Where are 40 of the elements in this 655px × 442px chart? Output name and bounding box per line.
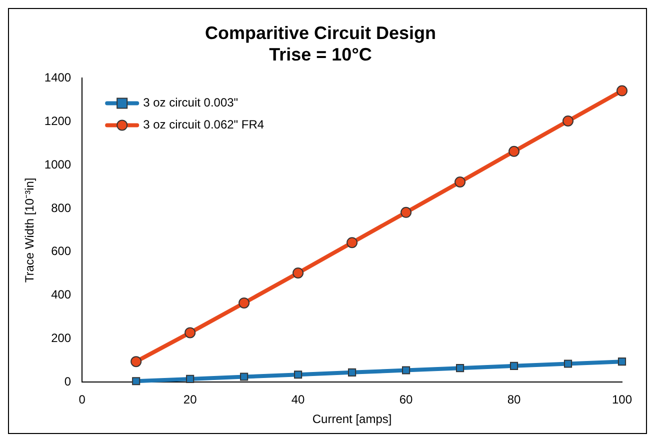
y-tick-label: 0: [64, 374, 72, 389]
x-tick-label: 40: [291, 392, 306, 407]
point: [456, 364, 464, 372]
y-tick-label: 1200: [44, 114, 72, 128]
chart-title: Comparitive Circuit Design: [204, 22, 436, 43]
point: [618, 358, 626, 366]
point: [292, 267, 304, 278]
legend-label: 3 oz circuit 0.003": [143, 96, 238, 110]
y-tick-label: 800: [51, 200, 72, 215]
point: [184, 327, 196, 338]
point: [510, 362, 518, 370]
y-tick-label: 1000: [44, 157, 72, 172]
point: [348, 368, 356, 376]
legend-label: 3 oz circuit 0.062" FR4: [143, 118, 264, 132]
point: [508, 146, 520, 157]
x-tick-label: 100: [612, 392, 632, 407]
x-tick-label: 20: [183, 392, 198, 407]
point: [400, 206, 412, 218]
y-tick-label: 400: [51, 288, 72, 302]
point: [294, 370, 302, 379]
point: [564, 360, 572, 368]
x-axis-title: Current [amps]: [312, 412, 392, 426]
point: [240, 372, 248, 381]
point: [562, 115, 574, 126]
x-tick-label: 0: [78, 392, 86, 407]
x-tick-label: 80: [507, 392, 522, 407]
y-tick-label: 600: [51, 244, 72, 258]
point: [616, 85, 628, 96]
point: [238, 297, 250, 308]
point: [186, 374, 194, 383]
point: [402, 366, 410, 374]
point: [346, 237, 358, 248]
y-axis-title: Trace Width [10⁻³in]: [22, 178, 37, 283]
y-tick-label: 1400: [44, 70, 72, 85]
x-tick-label: 60: [399, 392, 414, 407]
point: [454, 176, 466, 188]
point: [132, 377, 140, 386]
y-tick-label: 200: [51, 331, 72, 346]
chart-subtitle: Trise = 10°C: [269, 44, 372, 64]
point: [130, 356, 142, 368]
